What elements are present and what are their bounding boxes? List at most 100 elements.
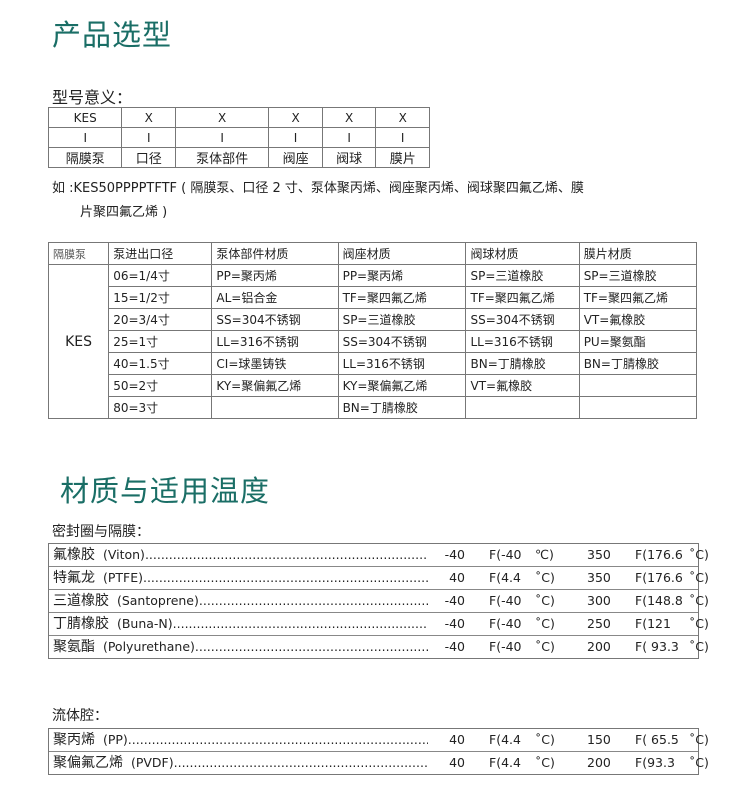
cell: X — [375, 107, 430, 128]
cell — [465, 396, 580, 419]
low-temp-c: F(-40 — [489, 547, 522, 562]
material-name: 三道橡胶 (Santoprene).......................… — [53, 593, 428, 609]
high-temp-f: 350 — [587, 547, 611, 562]
cell: I — [174, 127, 270, 148]
cell: I — [47, 127, 123, 148]
cell: PP=聚丙烯 — [211, 264, 339, 287]
low-temp-f: -40 — [444, 616, 465, 631]
cell: 15=1/2寸 — [108, 286, 213, 309]
low-temp-c: F(-40 — [489, 639, 522, 654]
material-name: 聚偏氟乙烯 (PVDF)............................… — [53, 755, 428, 771]
high-temp-c: F( 65.5 — [635, 732, 679, 747]
cell: X — [268, 107, 323, 128]
model-meaning-label: 型号意义： — [52, 88, 133, 107]
cell: 25=1寸 — [108, 330, 213, 353]
cell: 泵体部件 — [174, 147, 270, 168]
high-temp-f: 150 — [587, 732, 611, 747]
material-name: 特氟龙 (PTFE)..............................… — [53, 570, 428, 586]
cell: PU=聚氨酯 — [578, 330, 698, 353]
table-row: KES 06=1/4寸 PP=聚丙烯 PP=聚丙烯 SP=三道橡胶 SP=三道橡胶 — [47, 264, 698, 419]
high-temp-f: 300 — [587, 593, 611, 608]
cell: SP=三道橡胶 — [337, 308, 467, 331]
low-temp-c: F(4.4 — [489, 755, 521, 770]
cell: LL=316不锈钢 — [211, 330, 339, 353]
cell: 06=1/4寸 — [108, 264, 213, 287]
cell: X — [321, 107, 377, 128]
header-row: 隔膜泵 泵进出口径 泵体部件材质 阀座材质 阀球材质 膜片材质 — [47, 242, 698, 265]
high-temp-c: F(176.6 — [635, 547, 683, 562]
cell — [211, 396, 339, 419]
cell — [578, 396, 698, 419]
cell: KY=聚偏氟乙烯 — [337, 374, 467, 397]
cell: VT=氟橡胶 — [578, 308, 698, 331]
cell: I — [321, 127, 377, 148]
cell: AL=铝合金 — [211, 286, 339, 309]
cell: SP=三道橡胶 — [465, 264, 580, 287]
material-row: 丁腈橡胶 (Buna-N)...........................… — [49, 613, 709, 636]
cell: 隔膜泵 — [47, 147, 123, 168]
high-temp-c: F(148.8 — [635, 593, 683, 608]
fluid-temperature-table: 聚丙烯 (PP)................................… — [48, 728, 709, 775]
header-cell: 泵体部件材质 — [211, 242, 339, 265]
page-title: 产品选型 — [52, 18, 173, 52]
cell: X — [174, 107, 270, 128]
code-row: KES X X X X X — [47, 107, 430, 128]
high-temp-f: 200 — [587, 639, 611, 654]
material-name: 氟橡胶 (Viton).............................… — [53, 547, 428, 563]
cell: SS=304不锈钢 — [337, 330, 467, 353]
table-row: 15=1/2寸 AL=铝合金 TF=聚四氟乙烯 TF=聚四氟乙烯 TF=聚四氟乙烯 — [49, 286, 698, 309]
material-row: 氟橡胶 (Viton).............................… — [49, 544, 709, 567]
cell: 膜片 — [375, 147, 430, 168]
material-row: 聚丙烯 (PP)................................… — [49, 729, 709, 752]
low-temp-unit: ˚C) — [535, 570, 555, 585]
high-temp-unit: ˚C) — [689, 616, 709, 631]
cell: LL=316不锈钢 — [337, 352, 467, 375]
cell: KY=聚偏氟乙烯 — [211, 374, 339, 397]
cell: 50=2寸 — [108, 374, 213, 397]
table-row: 25=1寸 LL=316不锈钢 SS=304不锈钢 LL=316不锈钢 PU=聚氨酯 — [49, 330, 698, 353]
header-cell: 阀座材质 — [337, 242, 467, 265]
low-temp-unit: ˚C) — [535, 639, 555, 654]
low-temp-unit: ˚C) — [535, 593, 555, 608]
low-temp-unit: ˚C) — [535, 755, 555, 770]
high-temp-c: F(176.6 — [635, 570, 683, 585]
selection-table: 隔膜泵 泵进出口径 泵体部件材质 阀座材质 阀球材质 膜片材质 KES 06=1/4寸 PP=聚… — [47, 242, 698, 419]
high-temp-f: 350 — [587, 570, 611, 585]
cell: SP=三道橡胶 — [578, 264, 698, 287]
high-temp-unit: ˚C) — [689, 570, 709, 585]
cell: I — [375, 127, 430, 148]
low-temp-unit: ℃) — [535, 547, 554, 562]
cell: 口径 — [121, 147, 176, 168]
cell: BN=丁腈橡胶 — [337, 396, 467, 419]
material-row: 聚氨酯 (Polyurethane)......................… — [49, 636, 709, 658]
header-cell: 泵进出口径 — [108, 242, 213, 265]
low-temp-c: F(-40 — [489, 616, 522, 631]
cell: 20=3/4寸 — [108, 308, 213, 331]
low-temp-f: -40 — [444, 547, 465, 562]
low-temp-c: F(4.4 — [489, 570, 521, 585]
meaning-row: 隔膜泵 口径 泵体部件 阀座 阀球 膜片 — [47, 147, 430, 168]
low-temp-f: -40 — [444, 639, 465, 654]
cell: SS=304不锈钢 — [465, 308, 580, 331]
seal-label: 密封圈与隔膜： — [52, 524, 150, 540]
cell: TF=聚四氟乙烯 — [337, 286, 467, 309]
pump-code-cell: KES — [47, 264, 110, 419]
header-cell: 膜片材质 — [578, 242, 698, 265]
low-temp-f: -40 — [444, 593, 465, 608]
cell: BN=丁腈橡胶 — [578, 352, 698, 375]
cell: 40=1.5寸 — [108, 352, 213, 375]
cell: 80=3寸 — [108, 396, 213, 419]
fluid-label: 流体腔： — [52, 708, 108, 724]
cell: TF=聚四氟乙烯 — [578, 286, 698, 309]
cell: CI=球墨铸铁 — [211, 352, 339, 375]
low-temp-c: F(-40 — [489, 593, 522, 608]
cell: X — [121, 107, 176, 128]
cell: PP=聚丙烯 — [337, 264, 467, 287]
table-row: 50=2寸 KY=聚偏氟乙烯 KY=聚偏氟乙烯 VT=氟橡胶 — [49, 374, 698, 397]
high-temp-f: 200 — [587, 755, 611, 770]
high-temp-unit: ˚C) — [689, 755, 709, 770]
example-line: 片聚四氟乙烯 ) — [80, 205, 168, 220]
high-temp-c: F(93.3 — [635, 755, 675, 770]
